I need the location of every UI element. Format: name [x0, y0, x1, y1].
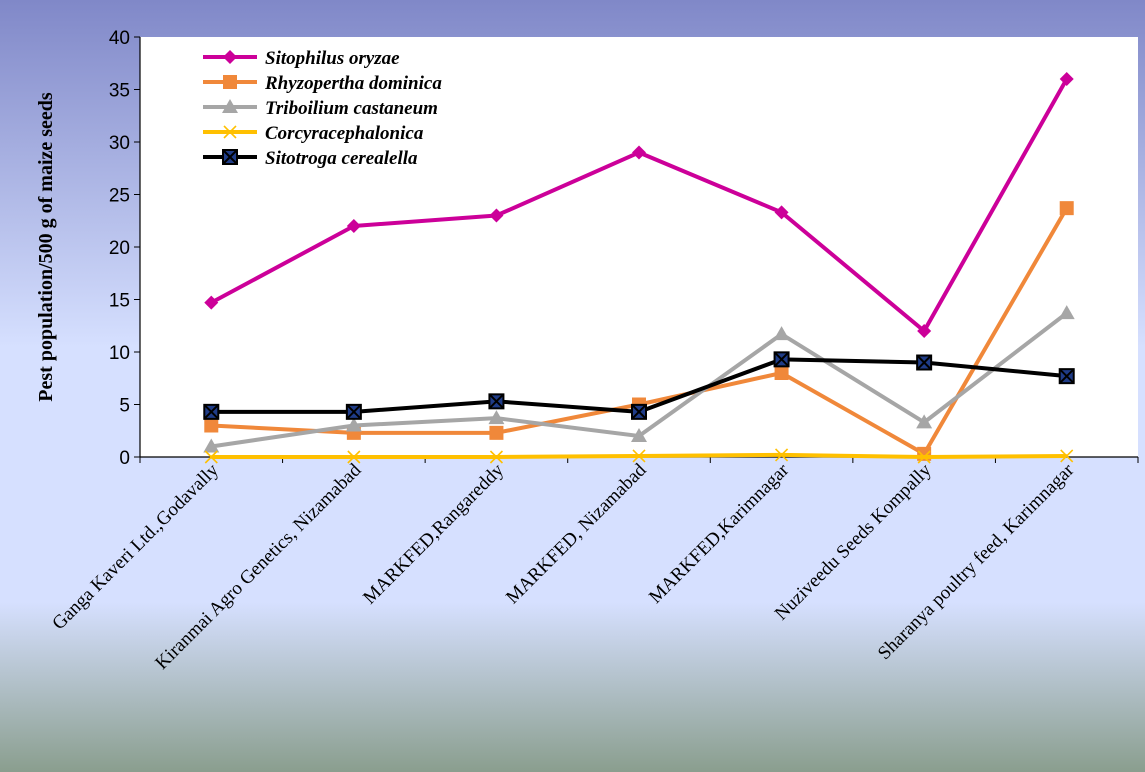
data-point	[1058, 305, 1075, 320]
legend-swatch-marker	[223, 125, 237, 139]
series-corcyracephalonica	[204, 448, 1074, 464]
data-point	[916, 414, 933, 429]
series-sitotroga-cerealella	[203, 351, 1075, 420]
legend-label: Rhyzopertha dominica	[264, 73, 442, 94]
y-tick-label: 5	[119, 396, 130, 417]
legend-entry: Corcyracephalonica	[203, 123, 424, 144]
y-tick-label: 25	[109, 186, 130, 207]
axes: 0 5 10 15 20 25 30 35 40	[109, 28, 1139, 469]
data-point	[1060, 449, 1074, 463]
data-point	[631, 403, 647, 420]
series-sitophilus-oryzae	[204, 72, 1074, 338]
data-point	[489, 425, 504, 440]
data-point	[632, 449, 646, 463]
legend-entry: Rhyzopertha dominica	[203, 73, 442, 94]
data-point	[1058, 368, 1075, 385]
data-point	[916, 354, 933, 371]
data-point	[632, 145, 646, 160]
data-point	[773, 351, 790, 368]
legend-swatch-marker	[223, 75, 237, 89]
legend-swatch-marker	[223, 50, 237, 64]
data-point	[489, 450, 503, 464]
data-point	[1059, 72, 1074, 86]
legend: Sitophilus oryzae Rhyzopertha dominica Tri…	[203, 48, 442, 169]
y-axis-label: Pest population/500 g of maize seeds	[35, 92, 57, 402]
y-tick-label: 35	[109, 81, 130, 102]
data-point	[204, 450, 218, 464]
legend-label: Sitotroga cerealella	[265, 148, 418, 169]
y-tick-label: 20	[109, 238, 130, 259]
legend-label: Sitophilus oryzae	[265, 48, 400, 69]
data-point	[345, 417, 362, 432]
data-point	[345, 403, 362, 420]
legend-label: Corcyracephalonica	[265, 123, 424, 144]
data-point	[347, 450, 361, 464]
series-layer	[203, 72, 1075, 464]
data-point	[774, 366, 789, 380]
data-point	[489, 208, 504, 223]
data-point	[346, 219, 361, 233]
data-point	[204, 295, 219, 310]
y-tick-label: 30	[109, 133, 130, 154]
y-tick-label: 0	[119, 448, 130, 469]
y-tick-label: 15	[109, 291, 130, 312]
legend-entry: Sitophilus oryzae	[203, 48, 400, 69]
data-point	[1059, 201, 1074, 216]
data-point	[917, 450, 931, 464]
data-point	[774, 205, 789, 220]
series-triboilium-castaneum	[203, 305, 1075, 453]
legend-entry: Sitotroga cerealella	[203, 148, 418, 169]
y-tick-label: 40	[109, 28, 130, 49]
data-point	[631, 428, 647, 442]
data-point	[204, 418, 219, 433]
legend-swatch-marker	[222, 99, 238, 113]
data-point	[917, 324, 932, 338]
y-tick-label: 10	[109, 343, 130, 364]
data-point	[773, 326, 790, 341]
legend-swatch-marker	[222, 149, 238, 165]
data-point	[488, 410, 505, 425]
data-point	[775, 448, 789, 462]
data-point	[203, 403, 220, 420]
data-point	[203, 438, 220, 453]
data-point	[488, 393, 505, 410]
legend-entry: Triboilium castaneum	[203, 98, 438, 119]
legend-label: Triboilium castaneum	[265, 98, 438, 119]
